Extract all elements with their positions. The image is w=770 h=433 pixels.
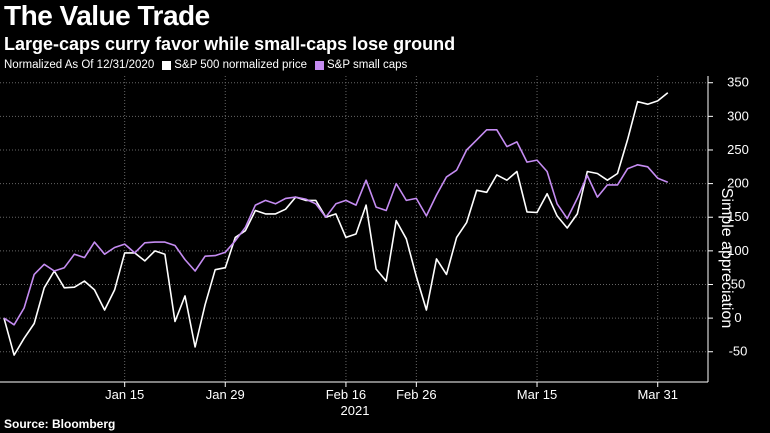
legend-label-smallcaps: S&P small caps [326,59,408,71]
x-tick-label: Jan 15 [105,387,144,402]
y-tick-label: 350 [727,75,749,90]
source-note: Source: Bloomberg [4,417,116,431]
x-tick-label: Feb 16 [326,387,366,402]
legend-swatch-sp500 [162,60,172,70]
y-tick-label: 300 [727,108,749,123]
legend-label-sp500: S&P 500 normalized price [174,59,307,71]
x-tick-label: Jan 29 [206,387,245,402]
legend-item-sp500: S&P 500 normalized price [162,59,307,71]
y-tick-labels: -50 0 50 100 150 200 250 300 350 [727,75,749,359]
legend-swatch-smallcaps [314,60,324,70]
axes [0,76,713,387]
y-tick-label: 250 [727,142,749,157]
x-axis-label: 2021 [341,403,370,418]
y-tick-label: 100 [727,243,749,258]
y-axis-label: Simple appreciation [718,187,735,329]
grid [0,76,708,382]
series-line-smallcaps [3,129,669,326]
y-tick-label: 0 [734,310,741,325]
legend-note-text: Normalized As Of 12/31/2020 [4,59,155,71]
series-lines [3,92,669,356]
chart-title: The Value Trade [4,0,210,31]
y-tick-label: -50 [729,344,748,359]
legend-note: Normalized As Of 12/31/2020 [4,59,154,71]
legend: Normalized As Of 12/31/2020 S&P 500 norm… [4,59,415,71]
x-tick-label: Feb 26 [396,387,436,402]
y-tick-label: 150 [727,209,749,224]
x-tick-label: Mar 31 [637,387,677,402]
y-tick-label: 50 [731,276,745,291]
x-tick-label: Mar 15 [517,387,557,402]
y-tick-label: 200 [727,176,749,191]
series-line-sp500 [3,92,669,356]
legend-item-smallcaps: S&P small caps [314,59,408,71]
chart-subtitle: Large-caps curry favor while small-caps … [4,34,456,54]
x-tick-labels: Jan 15 Jan 29 Feb 16 Feb 26 Mar 15 Mar 31 [105,387,678,402]
